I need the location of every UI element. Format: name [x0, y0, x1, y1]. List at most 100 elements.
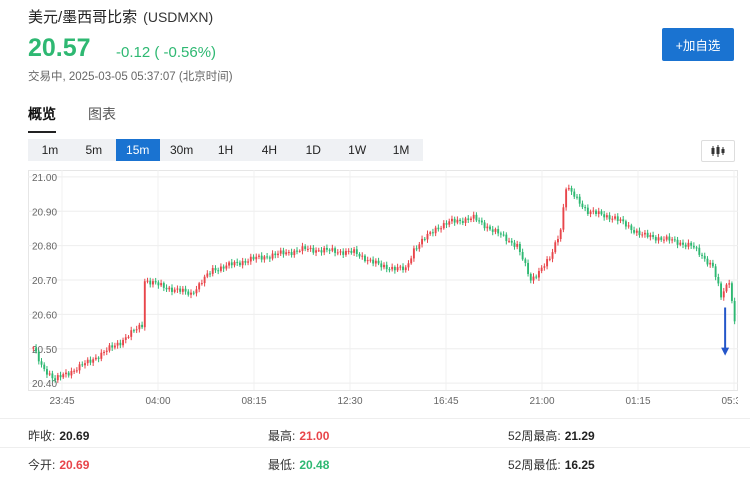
- x-tick-label: 12:30: [337, 396, 362, 407]
- interval-1mo[interactable]: 1M: [392, 143, 410, 157]
- candle-body: [325, 247, 328, 250]
- candle-body: [486, 226, 489, 229]
- candle-body: [32, 347, 35, 349]
- x-tick-label: 04:00: [145, 396, 170, 407]
- candle-body: [266, 256, 269, 258]
- candle-body: [293, 250, 296, 256]
- candle-body: [328, 249, 331, 251]
- candle-body: [369, 259, 372, 261]
- candle-body: [524, 259, 527, 263]
- candle-body: [152, 281, 154, 285]
- candle-body: [165, 287, 168, 290]
- candle-body: [282, 250, 285, 255]
- candle-body: [440, 228, 443, 230]
- candle-body: [51, 373, 54, 379]
- interval-1w[interactable]: 1W: [348, 143, 367, 157]
- candle-body: [113, 345, 116, 348]
- candle-body: [442, 223, 445, 229]
- stat-label: 52周最低:: [508, 458, 561, 472]
- candle-body: [652, 235, 655, 238]
- interval-15m[interactable]: 15m: [115, 139, 160, 161]
- candle-body: [600, 211, 603, 215]
- candle-body: [483, 222, 486, 229]
- candle-body: [317, 250, 320, 252]
- candle-body: [706, 258, 709, 265]
- candle-body: [37, 351, 40, 362]
- interval-4h[interactable]: 4H: [261, 143, 278, 157]
- candle-body: [247, 261, 250, 263]
- candle-body: [108, 345, 111, 351]
- add-watchlist-button[interactable]: +加自选: [662, 28, 734, 61]
- candle-body: [339, 251, 342, 253]
- chart-type-button[interactable]: [701, 140, 735, 162]
- candle-body: [584, 207, 587, 209]
- stat-value: 21.29: [564, 429, 595, 443]
- candle-body: [203, 276, 206, 284]
- candle-body: [179, 288, 182, 292]
- interval-selector: 1m 5m 15m 30m 1H 4H 1D 1W 1M: [28, 139, 423, 161]
- pair-symbol: (USDMXN): [143, 9, 214, 25]
- candle-body: [100, 352, 103, 359]
- candle-body: [268, 257, 271, 259]
- candle-body: [423, 238, 426, 240]
- candle-body: [557, 238, 559, 243]
- candle-body: [353, 249, 356, 253]
- candle-body: [404, 267, 407, 271]
- candle-body: [192, 292, 195, 294]
- interval-1d[interactable]: 1D: [305, 143, 321, 157]
- x-tick-label: 05:30: [721, 396, 738, 407]
- candle-body: [361, 255, 364, 257]
- candle-body: [187, 291, 190, 295]
- candle-body: [206, 273, 209, 277]
- candle-body: [478, 220, 481, 222]
- interval-1m[interactable]: 1m: [41, 143, 59, 157]
- candle-body: [40, 361, 43, 365]
- candle-body: [45, 369, 48, 375]
- candle-body: [627, 225, 630, 227]
- candle-body: [171, 287, 173, 292]
- candle-body: [679, 242, 682, 245]
- candle-body: [529, 274, 532, 281]
- candle-body: [241, 261, 244, 266]
- candle-body: [344, 251, 347, 255]
- candle-body: [86, 359, 89, 364]
- candle-body: [418, 244, 421, 249]
- candle-body: [663, 239, 665, 241]
- candle-body: [323, 247, 326, 253]
- interval-30m[interactable]: 30m: [169, 143, 194, 157]
- y-tick-label: 21.00: [32, 173, 57, 184]
- tab-overview[interactable]: 概览: [28, 104, 56, 133]
- candle-body: [334, 248, 337, 253]
- stat-label: 52周最高:: [508, 429, 561, 443]
- interval-5m[interactable]: 5m: [85, 143, 103, 157]
- candle-body: [554, 242, 557, 253]
- candle-body: [540, 267, 543, 272]
- candle-body: [399, 266, 402, 268]
- candle-body: [149, 280, 152, 285]
- candle-body: [622, 219, 625, 222]
- candle-body: [56, 375, 59, 381]
- candle-body: [722, 291, 725, 298]
- candle-body: [456, 219, 459, 223]
- candle-body: [233, 261, 236, 266]
- candle-body: [209, 273, 211, 275]
- tab-chart[interactable]: 图表: [88, 106, 116, 122]
- candle-body: [160, 283, 163, 286]
- candle-body: [228, 262, 231, 266]
- candle-body: [513, 242, 516, 247]
- candle-body: [65, 372, 67, 375]
- candle-body: [676, 239, 679, 245]
- candle-body: [301, 246, 304, 251]
- stat-open: 今开: 20.69: [28, 456, 89, 473]
- interval-1h[interactable]: 1H: [217, 143, 234, 157]
- candle-body: [320, 250, 323, 253]
- candle-body: [565, 189, 568, 208]
- candle-body: [198, 283, 201, 290]
- candle-body: [383, 264, 385, 268]
- candle-body: [225, 265, 228, 269]
- x-tick-label: 16:45: [433, 396, 458, 407]
- x-tick-label: 08:15: [241, 396, 266, 407]
- price-chart[interactable]: 21.00 20.90 20.80 20.70 20.60 20.50 20.40 23:45…: [28, 170, 738, 408]
- candle-body: [461, 221, 464, 223]
- candle-body: [260, 255, 263, 260]
